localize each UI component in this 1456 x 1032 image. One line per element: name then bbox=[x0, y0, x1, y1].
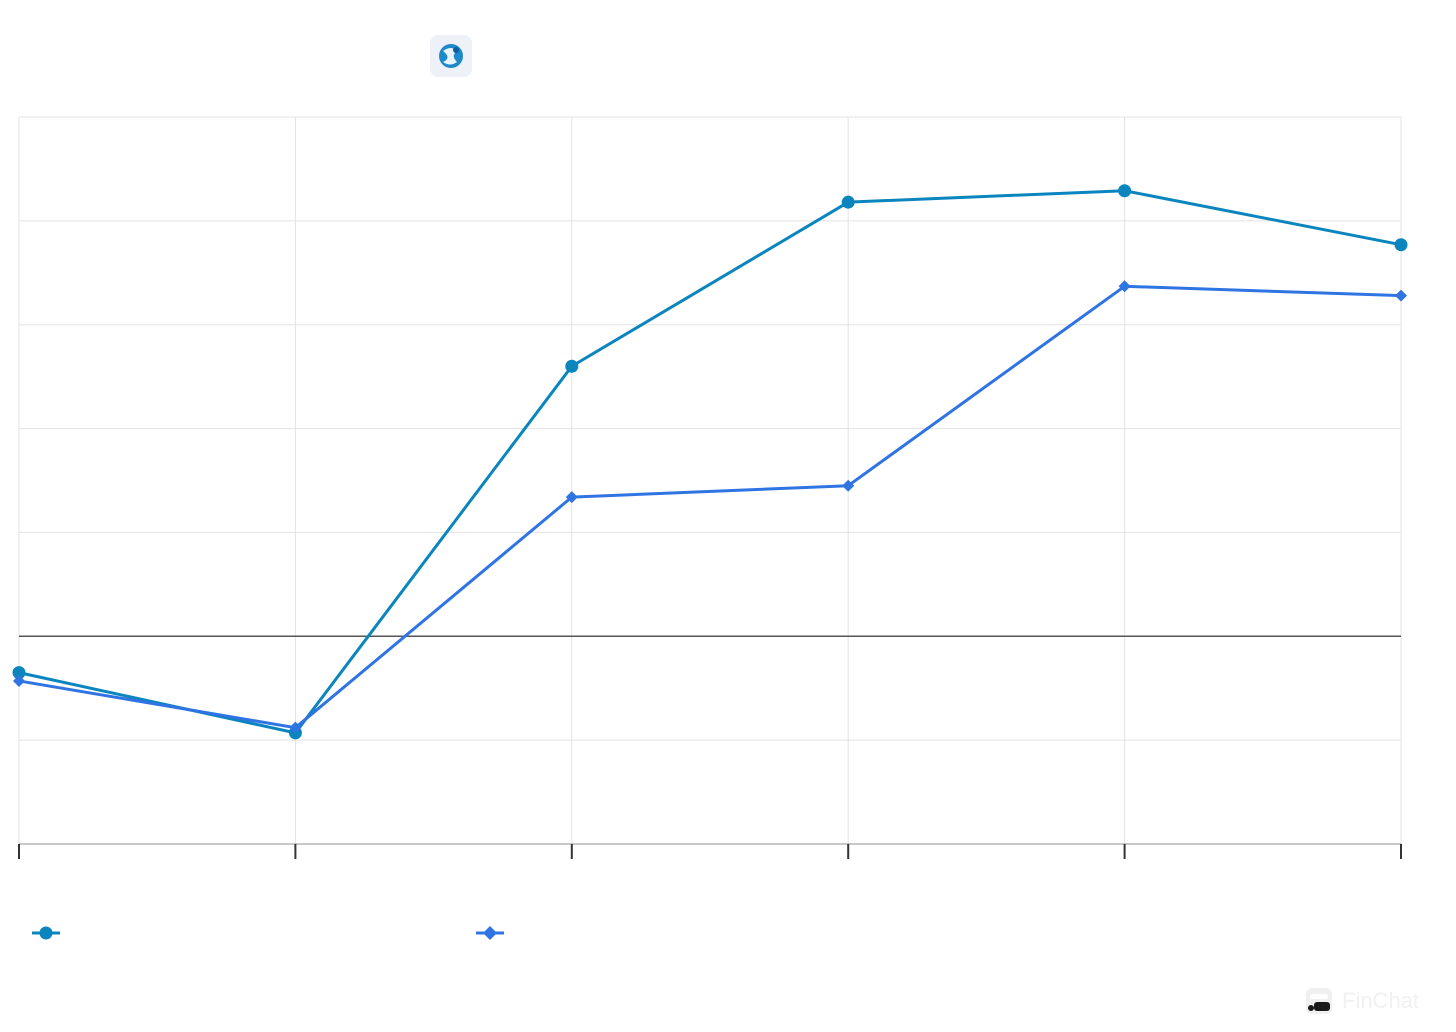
data-point-s1-0 bbox=[12, 666, 26, 680]
chart-axes bbox=[18, 635, 1402, 859]
chart-legend bbox=[30, 918, 930, 948]
data-point-s2-3 bbox=[842, 479, 855, 492]
legend-item-series-2[interactable] bbox=[474, 918, 516, 948]
series-line-2 bbox=[18, 284, 1402, 730]
data-point-s2-4 bbox=[1118, 280, 1131, 293]
legend-marker-circle-icon bbox=[32, 926, 60, 940]
data-point-s2-5 bbox=[1395, 289, 1407, 302]
finchat-watermark: FinChat bbox=[1304, 984, 1454, 1018]
data-point-s2-2 bbox=[565, 491, 578, 504]
chart-grid bbox=[18, 116, 1402, 845]
legend-item-series-1[interactable] bbox=[30, 918, 72, 948]
data-point-s2-1 bbox=[289, 721, 302, 734]
finchat-logo-icon bbox=[1306, 988, 1332, 1014]
watermark-text: FinChat bbox=[1342, 988, 1420, 1013]
series-line-1 bbox=[18, 189, 1402, 735]
legend-marker-diamond-icon bbox=[476, 926, 504, 940]
data-point-s2-0 bbox=[13, 674, 25, 687]
data-point-s1-2 bbox=[565, 359, 579, 373]
data-point-s1-4 bbox=[1118, 184, 1132, 198]
s4-capital-logo-icon bbox=[430, 35, 472, 77]
data-point-s1-3 bbox=[841, 195, 855, 209]
chart-series bbox=[12, 184, 1408, 740]
data-point-s1-5 bbox=[1394, 238, 1408, 252]
